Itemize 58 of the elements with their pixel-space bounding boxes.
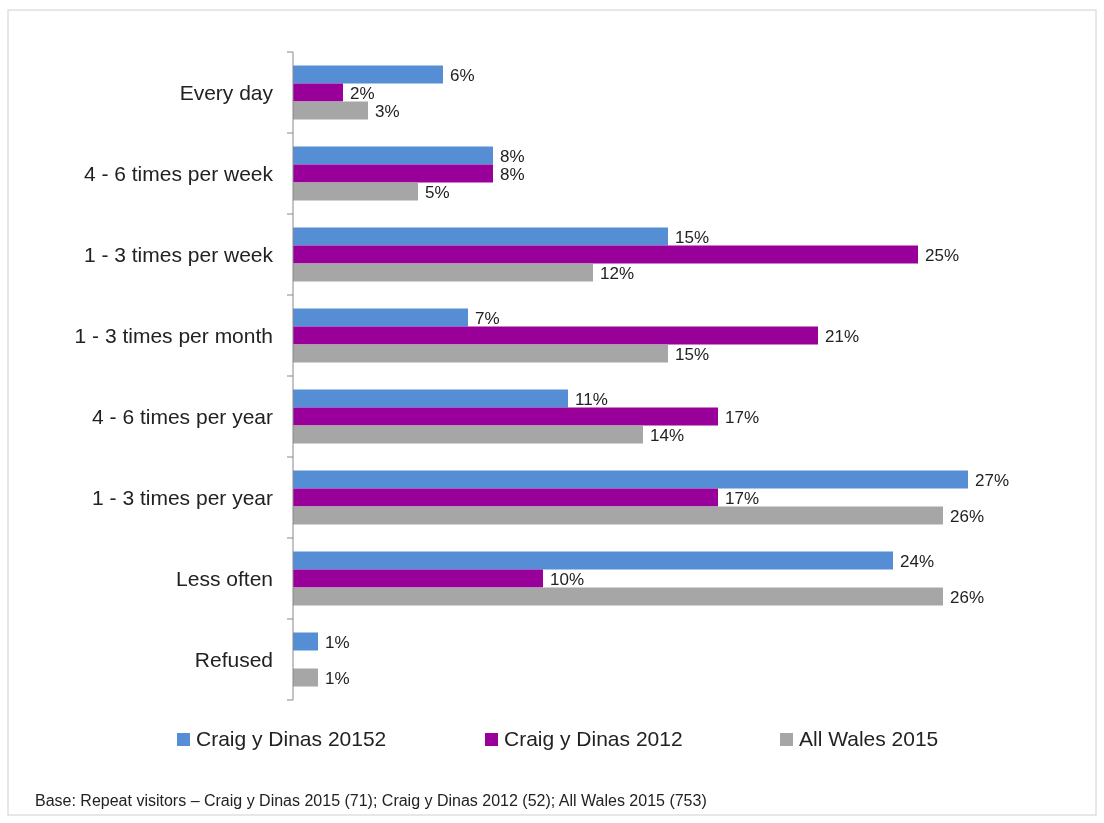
data-label: 25% bbox=[925, 245, 960, 265]
bar bbox=[293, 344, 668, 363]
bar bbox=[293, 146, 493, 165]
data-label: 8% bbox=[500, 164, 525, 184]
data-label: 7% bbox=[475, 308, 500, 328]
y-tick-label: 4 - 6 times per week bbox=[83, 161, 274, 185]
legend-label: Craig y Dinas 2012 bbox=[504, 727, 683, 750]
y-tick-label: 1 - 3 times per week bbox=[83, 242, 274, 266]
bar bbox=[293, 326, 818, 345]
data-label: 2% bbox=[350, 83, 375, 103]
bar bbox=[293, 101, 368, 120]
bar bbox=[293, 389, 568, 408]
y-tick-label: 1 - 3 times per month bbox=[74, 323, 273, 347]
data-label: 1% bbox=[325, 668, 350, 688]
bar bbox=[293, 587, 943, 606]
bar bbox=[293, 506, 943, 525]
data-label: 3% bbox=[375, 101, 400, 121]
data-label: 12% bbox=[600, 263, 635, 283]
legend-label: All Wales 2015 bbox=[799, 727, 939, 750]
bar bbox=[293, 245, 918, 264]
bar bbox=[293, 83, 343, 102]
data-label: 27% bbox=[975, 470, 1010, 490]
data-label: 26% bbox=[950, 587, 985, 607]
data-label: 5% bbox=[425, 182, 450, 202]
data-label: 10% bbox=[550, 569, 585, 589]
bar bbox=[293, 551, 893, 570]
y-tick-label: 4 - 6 times per year bbox=[92, 404, 273, 428]
bar bbox=[293, 65, 443, 84]
bar bbox=[293, 470, 968, 489]
y-tick-label: Less often bbox=[176, 566, 273, 590]
bar bbox=[293, 182, 418, 201]
y-tick-label: Refused bbox=[194, 647, 273, 671]
data-label: 8% bbox=[500, 146, 525, 166]
bar bbox=[293, 164, 493, 183]
data-label: 14% bbox=[650, 425, 685, 445]
bar bbox=[293, 407, 718, 426]
legend-label: Craig y Dinas 20152 bbox=[196, 727, 387, 750]
bar bbox=[293, 488, 718, 507]
data-label: 24% bbox=[900, 551, 935, 571]
data-label: 21% bbox=[825, 326, 860, 346]
text: Base: Repeat visitors – Craig y Dinas 2015 (71); Craig y Dinas 2012 (52); All Wales 2015 (753) bbox=[35, 792, 707, 809]
data-label: 1% bbox=[325, 632, 350, 652]
bar bbox=[293, 308, 468, 327]
data-label: 15% bbox=[675, 227, 710, 247]
bar bbox=[293, 425, 643, 444]
bar bbox=[293, 227, 668, 246]
y-tick-label: 1 - 3 times per year bbox=[92, 485, 273, 509]
bar bbox=[293, 569, 543, 588]
bar bbox=[293, 668, 318, 687]
data-label: 6% bbox=[450, 65, 475, 85]
y-tick-label: Every day bbox=[179, 80, 274, 104]
data-label: 17% bbox=[725, 488, 760, 508]
data-label: 11% bbox=[575, 389, 608, 409]
bar bbox=[293, 263, 593, 282]
data-label: 26% bbox=[950, 506, 985, 526]
data-label: 15% bbox=[675, 344, 710, 364]
data-label: 17% bbox=[725, 407, 760, 427]
bar bbox=[293, 632, 318, 651]
